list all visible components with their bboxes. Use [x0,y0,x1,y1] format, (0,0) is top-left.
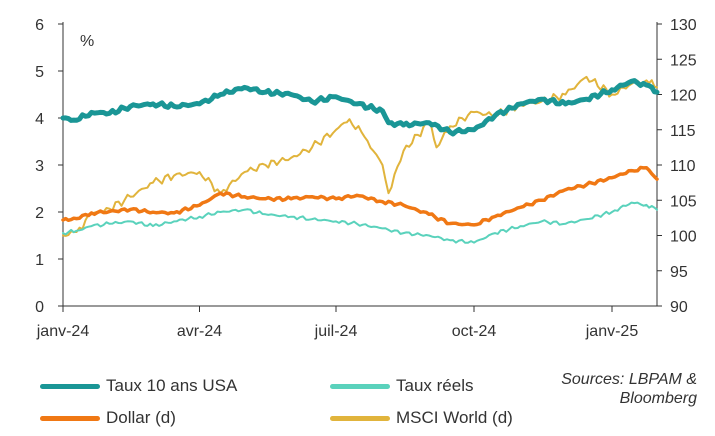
legend-item-msci: MSCI World (d) [330,408,513,428]
y-left-tick-label: 1 [35,252,44,269]
y-left-tick-label: 2 [35,205,44,222]
y-left-tick-label: 4 [35,111,44,128]
legend-label-taux-reels: Taux réels [396,376,474,395]
y-left-tick-label: 0 [35,299,44,316]
x-tick-label: avr-24 [177,323,222,340]
y-right-tick-label: 90 [670,299,688,316]
y-right-tick-label: 100 [670,229,697,246]
legend-swatch-msci [330,415,390,421]
legend-swatch-taux-reels [330,383,390,389]
series-line-taux-10-ans-usa [60,78,660,137]
legend-item-taux-reels: Taux réels [330,376,473,396]
legend-label-taux-10-ans: Taux 10 ans USA [106,376,238,395]
legend-swatch-taux-10-ans [40,383,100,389]
y-right-tick-label: 110 [670,158,696,175]
sources-line-1: Sources: LBPAM & [561,371,697,388]
x-tick-label: janv-25 [585,323,639,340]
y-right-tick-label: 125 [670,52,697,69]
y-right-tick-label: 115 [670,123,696,140]
sources-line-2: Bloomberg [619,390,697,407]
chart-svg: 0 1 2 3 4 5 6 90 95 100 105 110 115 120 125 130 janv-24 a… [35,17,697,340]
x-tick-label: oct-24 [452,323,497,340]
series-line-msci-world [62,75,658,237]
y-right-tick-label: 95 [670,264,688,281]
y-right-tick-label: 130 [670,17,697,34]
legend-item-taux-10-ans: Taux 10 ans USA [40,376,237,396]
y-right-tick-label: 120 [670,88,697,105]
legend-swatch-dollar [40,415,100,421]
legend-label-dollar: Dollar (d) [106,408,176,427]
y-left-tick-label: 3 [35,158,44,175]
legend: Taux 10 ans USA Taux réels Dollar (d) MS… [0,360,715,436]
legend-item-dollar: Dollar (d) [40,408,176,428]
series-line-taux-reels [62,201,658,244]
x-tick-label: janv-24 [36,323,90,340]
x-tick-label: juil-24 [314,323,358,340]
y-left-tick-label: 5 [35,64,44,81]
y-right-tick-label: 105 [670,193,697,210]
y-unit-label: % [80,33,94,50]
legend-label-msci: MSCI World (d) [396,408,513,427]
series-line-dollar [61,165,659,227]
sources-note: Sources: LBPAM & Bloomberg [497,370,697,408]
y-left-tick-label: 6 [35,17,44,34]
